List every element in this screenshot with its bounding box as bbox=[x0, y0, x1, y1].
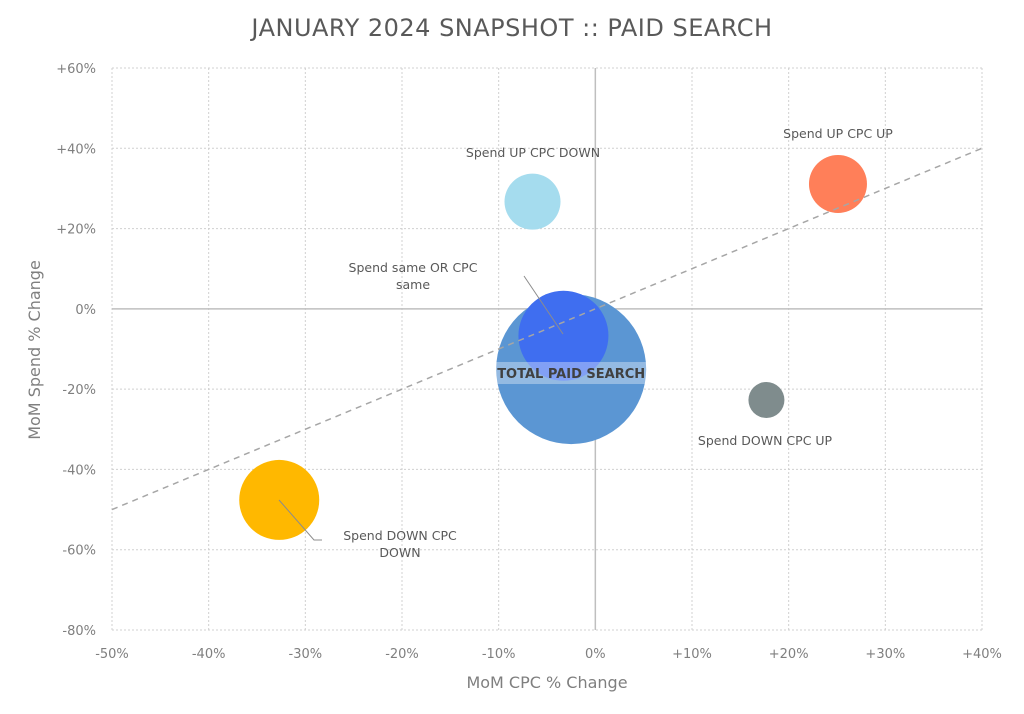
x-tick-label: -20% bbox=[385, 647, 419, 662]
bubble bbox=[748, 381, 785, 418]
y-tick-label: +40% bbox=[56, 142, 96, 157]
x-tick-label: +30% bbox=[865, 647, 905, 662]
y-axis-title: MoM Spend % Change bbox=[25, 260, 44, 440]
tick-labels: -50% -40% -30% -20% -10% 0% +10% +20% +30% +40% +6… bbox=[56, 62, 1002, 662]
y-tick-label: -80% bbox=[62, 624, 96, 639]
bubble-label: Spend DOWN CPC UP bbox=[698, 433, 833, 448]
x-axis-title: MoM CPC % Change bbox=[466, 673, 627, 692]
y-tick-label: -60% bbox=[62, 544, 96, 559]
chart-title: JANUARY 2024 SNAPSHOT :: PAID SEARCH bbox=[251, 14, 773, 42]
bubble-labels: TOTAL PAID SEARCH Spend same OR CPC same Sp… bbox=[278, 126, 893, 560]
x-tick-label: +10% bbox=[672, 647, 712, 662]
bubble-label: Spend same OR CPC bbox=[349, 260, 478, 275]
x-tick-label: 0% bbox=[585, 647, 606, 662]
x-tick-label: +40% bbox=[962, 647, 1002, 662]
total-label-band bbox=[496, 362, 647, 384]
x-tick-label: -40% bbox=[192, 647, 226, 662]
x-tick-label: -10% bbox=[482, 647, 516, 662]
leader-line bbox=[523, 275, 564, 335]
x-tick-label: -30% bbox=[289, 647, 323, 662]
leader-line bbox=[278, 499, 322, 541]
y-tick-label: +60% bbox=[56, 62, 96, 77]
bubble bbox=[504, 173, 561, 230]
bubble-label: same bbox=[396, 277, 430, 292]
y-tick-label: -40% bbox=[62, 463, 96, 478]
y-tick-label: -20% bbox=[62, 383, 96, 398]
bubble bbox=[518, 290, 609, 381]
y-tick-label: +20% bbox=[56, 223, 96, 238]
bubble-label: Spend UP CPC UP bbox=[783, 126, 893, 141]
bubble-label: DOWN bbox=[379, 545, 420, 560]
x-tick-label: -50% bbox=[95, 647, 129, 662]
bubbles bbox=[239, 155, 867, 540]
total-paid-search-label: TOTAL PAID SEARCH bbox=[497, 367, 645, 382]
bubble-label: Spend UP CPC DOWN bbox=[466, 145, 600, 160]
bubble-label: Spend DOWN CPC bbox=[343, 528, 457, 543]
gridlines bbox=[111, 67, 983, 631]
dashed-reference-line bbox=[111, 147, 983, 511]
reference-line bbox=[111, 147, 983, 511]
bubble bbox=[808, 155, 867, 214]
x-tick-label: +20% bbox=[769, 647, 809, 662]
y-tick-label: 0% bbox=[75, 303, 96, 318]
